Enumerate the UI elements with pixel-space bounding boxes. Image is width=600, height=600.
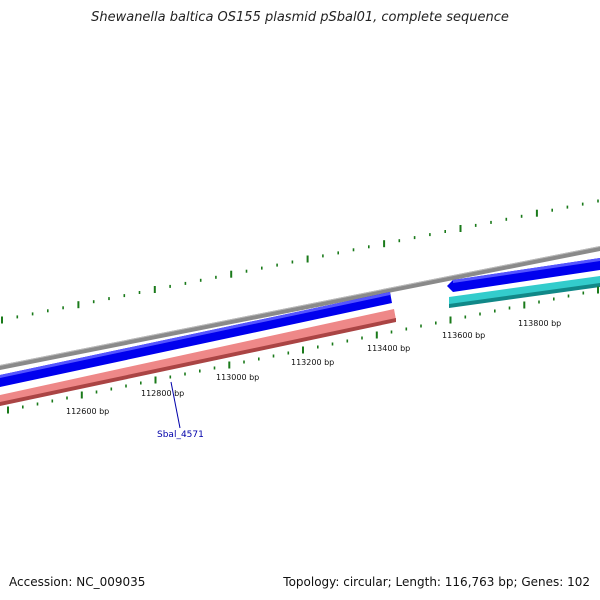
tick-label: 112800 bp [141, 389, 184, 398]
forward-gene-track [0, 258, 600, 387]
sequence-info-text: Topology: circular; Length: 116,763 bp; … [283, 575, 590, 589]
tick-label: 113800 bp [518, 319, 561, 328]
tick-label: 112600 bp [66, 407, 109, 416]
reverse-gene-track [0, 276, 600, 406]
tick-label: 113400 bp [367, 344, 410, 353]
tick-label: 113200 bp [291, 358, 334, 367]
outer-tick-row [1, 199, 599, 324]
accession-text: Accession: NC_009035 [9, 575, 146, 589]
backbone-track [0, 246, 600, 370]
map-title: Shewanella baltica OS155 plasmid pSbal01… [91, 10, 509, 25]
gene-label-sbal-4571[interactable]: Sbal_4571 [157, 430, 204, 440]
inner-tick-row [7, 286, 599, 414]
tick-label: 113000 bp [216, 373, 259, 382]
forward-gene[interactable] [0, 292, 392, 387]
tick-labels: 112600 bp 112800 bp 113000 bp 113200 bp 1134… [66, 319, 561, 416]
gene-label-leader [170, 381, 181, 429]
tick-label: 113600 bp [442, 331, 485, 340]
